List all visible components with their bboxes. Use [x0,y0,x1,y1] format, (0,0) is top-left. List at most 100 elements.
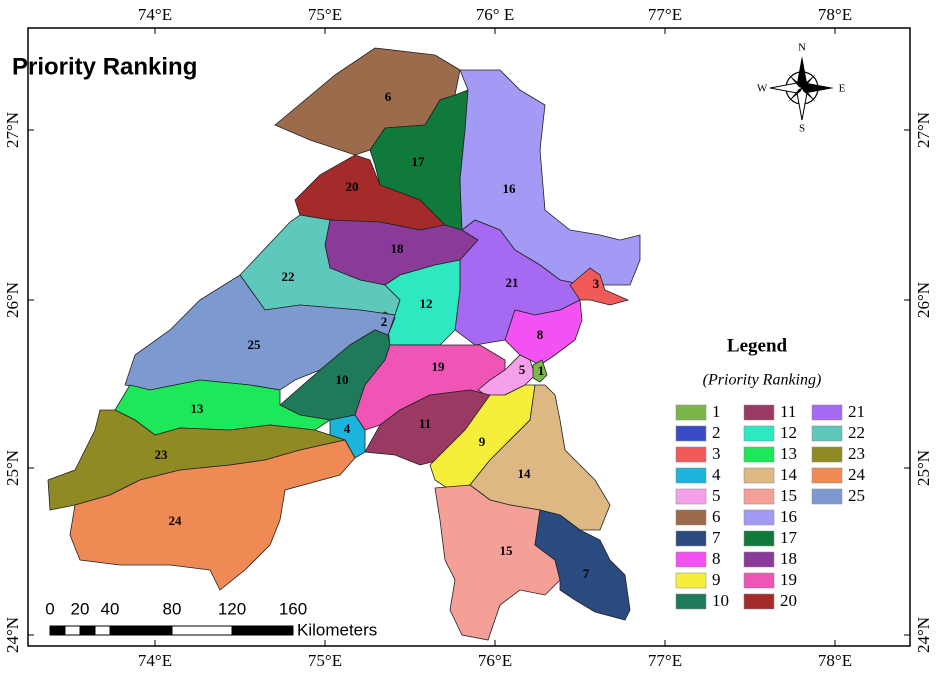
legend-swatch [743,425,775,442]
graticule: 74°E 74°E 75°E 75°E 76° E 76°E 77°E 77°E 78°E 78°… [3,5,933,670]
legend-label: 18 [780,549,797,568]
region-label: 16 [503,181,517,196]
region-label: 4 [344,421,351,436]
compass-w: W [757,83,768,95]
lon-label-top: 76° E [476,5,514,24]
region [504,299,583,366]
legend-label: 23 [848,444,865,463]
legend-swatch [743,593,775,610]
legend-swatch [743,509,775,526]
legend-swatch [675,530,707,547]
lon-label-bottom: 74°E [138,651,172,670]
region [534,509,631,621]
map-frame [27,27,911,647]
region-label: 18 [391,241,405,256]
legend-swatch [811,467,843,484]
lon-label-top: 78°E [818,5,852,24]
region [69,439,356,591]
scale-label: 80 [163,599,182,618]
legend-swatch [743,404,775,421]
region-label: 8 [537,327,544,342]
legend-swatch [743,530,775,547]
region-label: 23 [155,447,169,462]
scale-segment [79,625,96,636]
legend-label: 1 [712,402,721,421]
legend-swatch [743,488,775,505]
region-label: 9 [479,434,486,449]
scale-label: 20 [71,599,90,618]
legend-swatch [743,551,775,568]
region-label: 12 [420,296,433,311]
legend-swatch [675,425,707,442]
scale-label: 40 [101,599,120,618]
region-label: 7 [583,566,590,581]
legend-swatch [675,404,707,421]
lat-label-right: 25°N [914,450,933,486]
lon-label-top: 74°E [138,5,172,24]
legend-label: 24 [848,465,866,484]
legend-label: 22 [848,423,865,442]
legend-label: 16 [780,507,797,526]
lat-label-left: 25°N [3,450,22,486]
legend-swatch [675,467,707,484]
legend-label: 19 [780,570,797,589]
legend-label: 7 [712,528,721,547]
legend-swatch [675,572,707,589]
scale-segment [94,625,111,636]
legend-swatch [675,509,707,526]
region-label: 20 [346,179,359,194]
scale-segment [231,625,294,636]
compass-e: E [839,83,846,95]
legend-label: 2 [712,423,721,442]
compass-n: N [798,42,806,54]
compass-s: S [799,123,805,135]
legend-label: 14 [780,465,798,484]
region [532,359,548,383]
legend-label: 25 [848,486,865,505]
legend-label: 10 [712,591,729,610]
region-label: 6 [385,89,392,104]
legend-label: 12 [780,423,797,442]
legend-label: 9 [712,570,721,589]
scale-segment [49,625,66,636]
region-label: 5 [519,362,526,377]
lon-label-bottom: 75°E [308,651,342,670]
legend-swatch [743,467,775,484]
legend-swatch [743,446,775,463]
legend-label: 4 [712,465,721,484]
legend-title: Legend [727,335,788,356]
scale-segment [171,625,233,636]
lon-label-bottom: 76°E [478,651,512,670]
lon-label-top: 77°E [648,5,682,24]
region-label: 22 [282,269,295,284]
legend-swatch [811,425,843,442]
scale-segment [64,625,81,636]
legend-swatch [675,593,707,610]
region [434,484,561,641]
region-label: 21 [506,275,519,290]
lat-label-right: 27°N [914,112,933,148]
region-label: 13 [191,401,205,416]
lat-label-left: 27°N [3,112,22,148]
lat-label-right: 26°N [914,282,933,318]
region-label: 3 [593,276,600,291]
scale-label: 120 [218,599,246,618]
legend-label: 3 [712,444,721,463]
legend-swatch [811,488,843,505]
region-label: 17 [412,154,426,169]
legend-swatch [811,446,843,463]
legend-subtitle: (Priority Ranking) [703,372,822,389]
regions: 6 17 20 16 18 22 21 12 3 2 25 8 10 19 5 1 13 11 4 9 14 23 24 15… [47,47,641,641]
legend: 1234567891011121314151617181920212223242… [675,402,866,610]
legend-label: 11 [780,402,796,421]
legend-label: 21 [848,402,865,421]
region-label: 14 [518,466,532,481]
legend-label: 15 [780,486,797,505]
legend-label: 17 [780,528,798,547]
lat-label-left: 24°N [3,617,22,653]
legend-label: 8 [712,549,721,568]
legend-swatch [675,488,707,505]
region [459,69,641,286]
region-label: 10 [336,372,349,387]
